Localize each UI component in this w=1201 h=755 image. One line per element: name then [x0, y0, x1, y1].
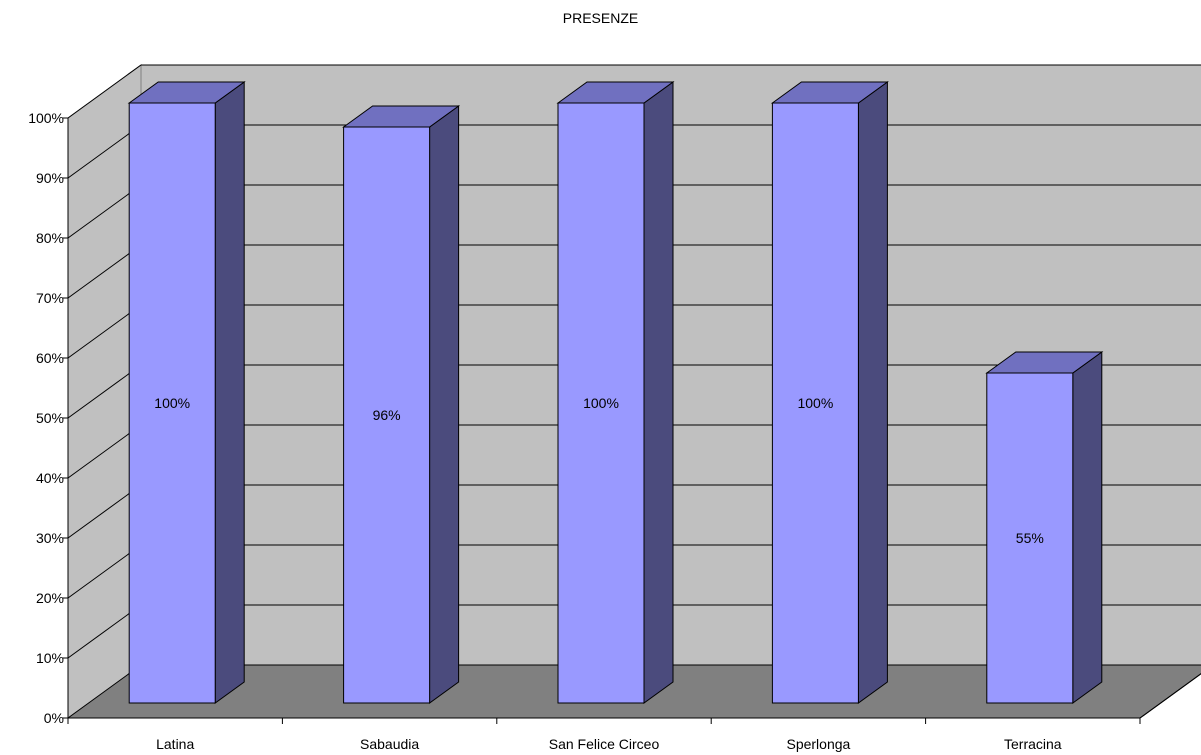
- bar: 100%: [770, 81, 889, 704]
- y-tick-label: 10%: [36, 650, 64, 666]
- bar-front: [771, 102, 859, 704]
- bar-front: [986, 372, 1074, 704]
- x-tick-label: Latina: [156, 736, 194, 752]
- bar-side: [857, 81, 888, 704]
- y-tick-label: 20%: [36, 590, 64, 606]
- y-tick-label: 0%: [44, 710, 64, 726]
- bar-front: [128, 102, 216, 704]
- data-label: 55%: [1016, 530, 1044, 546]
- bar: 55%: [985, 351, 1104, 704]
- data-label: 100%: [797, 395, 833, 411]
- gridline-side: [67, 64, 142, 119]
- bar: 100%: [127, 81, 246, 704]
- bar: 96%: [342, 105, 461, 704]
- bar-side: [1072, 351, 1103, 704]
- y-tick-label: 90%: [36, 170, 64, 186]
- data-label: 100%: [583, 395, 619, 411]
- chart-title: PRESENZE: [562, 10, 639, 26]
- data-label: 96%: [373, 407, 401, 423]
- y-tick-label: 50%: [36, 410, 64, 426]
- x-tick-label: San Felice Circeo: [549, 736, 660, 752]
- y-tick-label: 70%: [36, 290, 64, 306]
- bar-front: [557, 102, 645, 704]
- y-tick-label: 80%: [36, 230, 64, 246]
- y-tick-label: 30%: [36, 530, 64, 546]
- bars: 100% 96% 100% 100% 55%: [127, 81, 1104, 704]
- bar-side: [214, 81, 245, 704]
- data-label: 100%: [154, 395, 190, 411]
- bar-side: [643, 81, 674, 704]
- x-tick-label: Sabaudia: [360, 736, 419, 752]
- bar-front: [343, 126, 431, 704]
- bar: 100%: [556, 81, 675, 704]
- bar-side: [429, 105, 460, 704]
- y-tick-label: 100%: [28, 110, 64, 126]
- y-axis: 0% 10% 20% 30% 40% 50% 60% 70% 80% 90% 100%: [28, 110, 69, 726]
- y-tick-label: 60%: [36, 350, 64, 366]
- x-tick-label: Terracina: [1004, 736, 1062, 752]
- x-tick-label: Sperlonga: [786, 736, 850, 752]
- x-axis: Latina Sabaudia San Felice Circeo Sperlonga…: [67, 673, 1201, 752]
- y-tick-label: 40%: [36, 470, 64, 486]
